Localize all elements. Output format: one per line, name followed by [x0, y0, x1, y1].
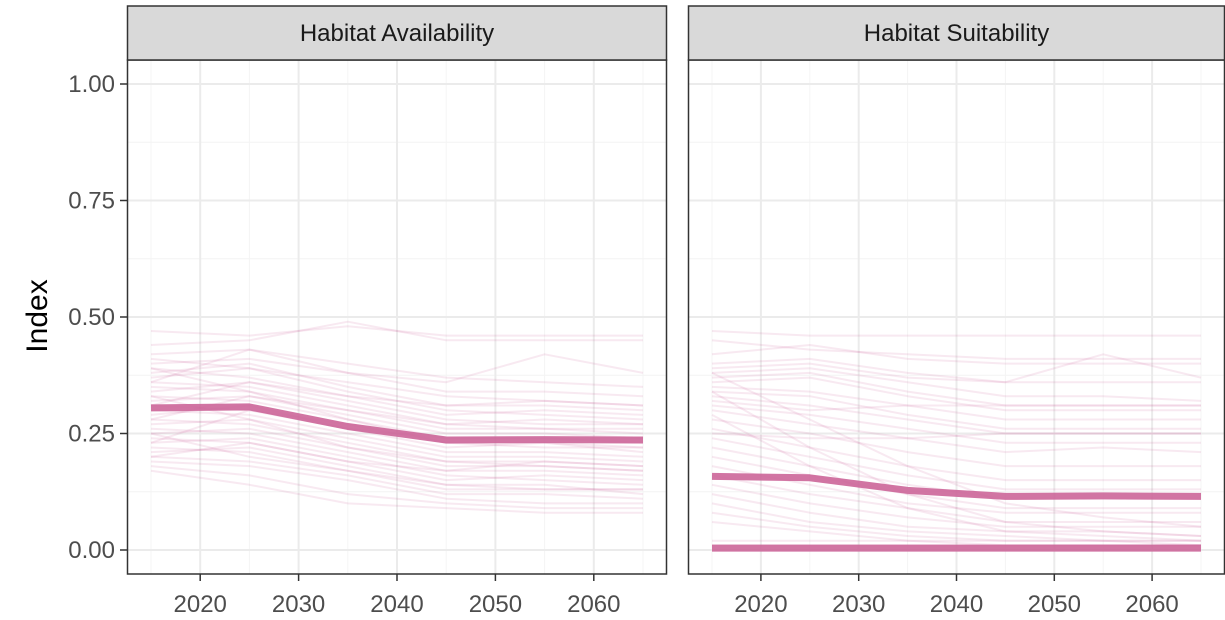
- simulation-series-line: [711, 427, 1201, 482]
- simulation-series-line: [711, 367, 1202, 402]
- x-tick-label: 2050: [469, 591, 522, 618]
- y-tick-label: 1.00: [68, 71, 115, 98]
- panel-1: Habitat Availability 2020 2030 2040 2050 2060…: [68, 5, 668, 618]
- mean-series-line: [150, 403, 644, 444]
- simulation-series-line: [150, 367, 644, 421]
- simulation-series-line: [711, 414, 1202, 542]
- simulation-series-line: [711, 390, 1201, 430]
- simulation-series-line: [150, 357, 644, 407]
- simulation-series-line: [711, 330, 1201, 337]
- facet-strip: [126, 5, 668, 61]
- x-tick-label: 2020: [174, 591, 227, 618]
- simulation-series-line: [711, 437, 1201, 491]
- y-tick-label: 0.75: [68, 188, 115, 215]
- y-tick-label: 0.25: [68, 421, 115, 448]
- simulation-series-line: [150, 381, 644, 426]
- x-tick-label: 2040: [370, 591, 423, 618]
- simulation-series-line: [150, 460, 643, 505]
- simulation-series-line: [711, 395, 1201, 435]
- x-tick-label: 2040: [930, 591, 983, 618]
- simulation-series-line: [711, 409, 1202, 454]
- facet-strip: [687, 5, 1225, 61]
- simulation-series-line: [711, 390, 1202, 537]
- simulation-series-line: [711, 385, 1201, 421]
- simulation-series-line: [150, 385, 644, 435]
- simulation-series-line: [150, 348, 644, 384]
- simulation-series-line: [150, 367, 644, 416]
- simulation-series-line: [711, 465, 1201, 514]
- x-tick-label: 2020: [734, 591, 787, 618]
- simulation-series-line: [150, 446, 643, 491]
- simulation-series-line: [150, 437, 644, 486]
- simulation-series-line: [711, 344, 1201, 365]
- simulation-series-line: [150, 446, 644, 496]
- simulation-series-line: [711, 339, 1201, 360]
- facet-strip-label: Habitat Availability: [300, 20, 494, 47]
- simulation-series-line: [711, 432, 1201, 440]
- simulation-series-line: [150, 348, 644, 388]
- x-tick-label: 2030: [832, 591, 885, 618]
- simulation-series-line: [150, 381, 644, 407]
- simulation-series-line: [150, 418, 644, 468]
- panel-2: Habitat Suitability 2020 2030 2040 2050 2060: [687, 5, 1225, 618]
- simulation-series-line: [711, 371, 1202, 528]
- simulation-series-line: [711, 455, 1201, 510]
- simulation-series-line: [711, 511, 1202, 547]
- simulation-series-line: [150, 469, 643, 514]
- simulation-series-line: [711, 353, 1202, 384]
- simulation-series-line: [150, 381, 643, 426]
- simulation-series-line: [711, 493, 1202, 537]
- simulation-series-line: [711, 418, 1201, 468]
- simulation-series-line: [711, 483, 1201, 528]
- x-tick-label: 2030: [272, 591, 325, 618]
- simulation-series-line: [150, 418, 644, 463]
- x-tick-label: 2060: [567, 591, 620, 618]
- facet-strip-label: Habitat Suitability: [864, 20, 1049, 47]
- simulation-series-line: [711, 376, 1201, 412]
- simulation-series-line: [711, 399, 1201, 412]
- x-tick-label: 2050: [1028, 591, 1081, 618]
- simulation-series-line: [150, 362, 644, 412]
- simulation-series-line: [150, 427, 644, 472]
- y-axis-title: Index: [21, 279, 54, 352]
- simulation-series-line: [711, 502, 1201, 542]
- simulation-series-line: [150, 455, 644, 500]
- simulation-series-line: [150, 432, 643, 491]
- simulation-series-line: [711, 404, 1201, 444]
- y-tick-label: 0.00: [68, 537, 115, 564]
- simulation-series-line: [711, 474, 1201, 523]
- mean-series-line: [711, 472, 1202, 500]
- simulation-series-line: [150, 357, 644, 398]
- simulation-series-line: [150, 427, 644, 477]
- simulation-series-line: [711, 371, 1201, 407]
- y-tick-label: 0.50: [68, 304, 115, 331]
- simulation-series-line: [150, 465, 643, 510]
- x-tick-label: 2060: [1125, 591, 1178, 618]
- simulation-series-line: [150, 441, 644, 472]
- simulation-series-line: [150, 437, 644, 482]
- simulation-series-line: [150, 395, 643, 430]
- simulation-series-line: [150, 325, 643, 337]
- simulation-series-line: [711, 362, 1201, 384]
- simulation-series-line: [150, 395, 644, 472]
- simulation-series-line: [150, 320, 643, 346]
- simulation-series-line: [150, 409, 644, 458]
- simulation-series-line: [150, 395, 644, 440]
